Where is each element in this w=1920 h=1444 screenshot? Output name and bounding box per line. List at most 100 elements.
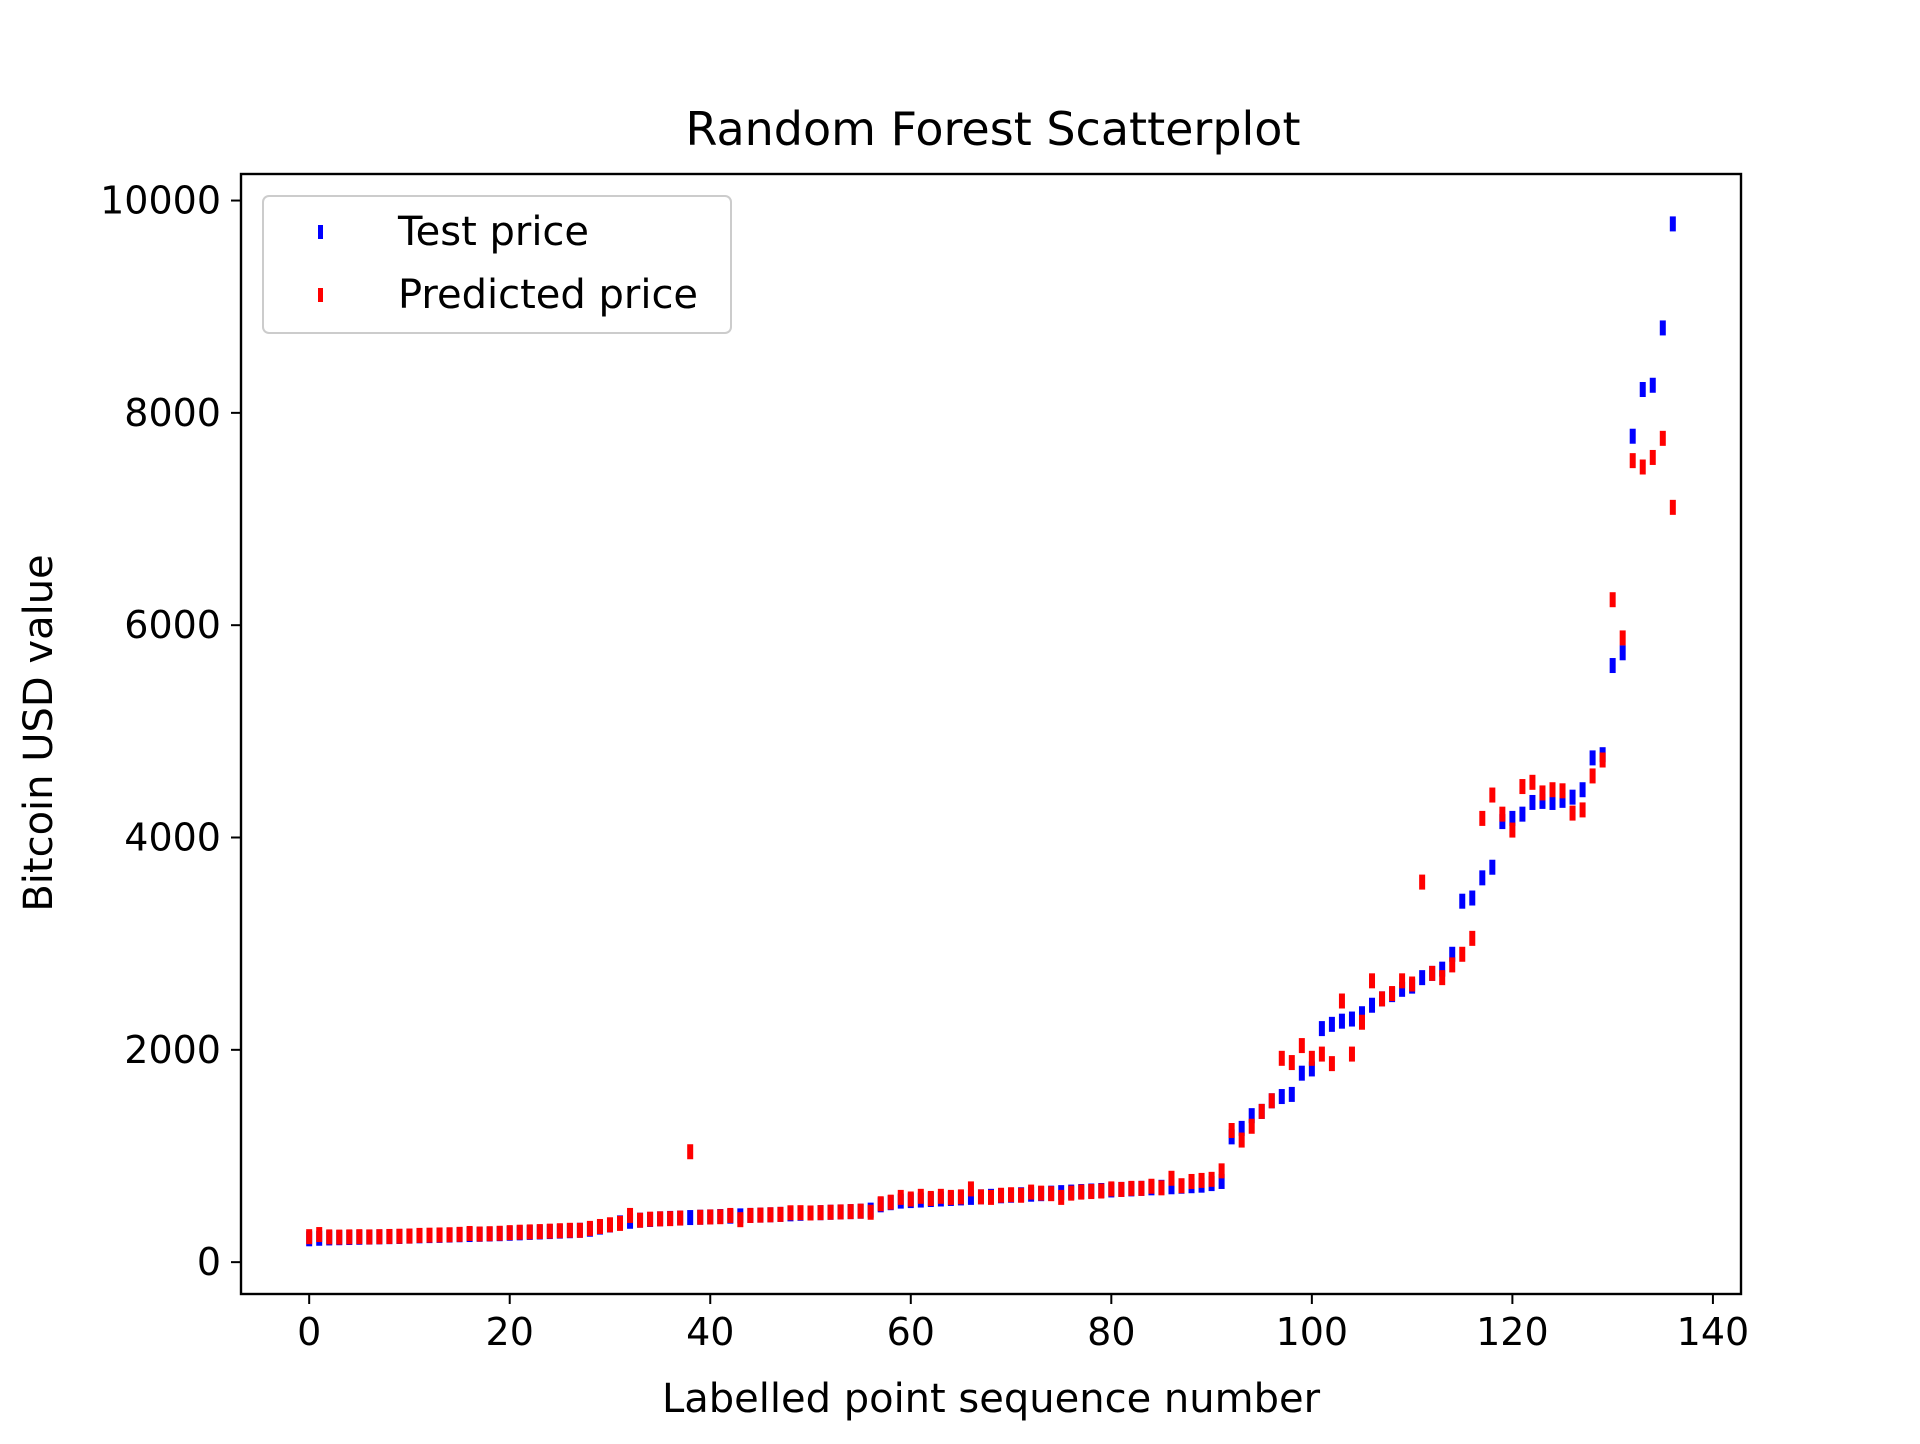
predicted-price-point — [1308, 1050, 1315, 1066]
predicted-price-point — [1328, 1056, 1335, 1072]
predicted-price-point — [1078, 1184, 1085, 1200]
predicted-price-point — [1409, 976, 1416, 992]
predicted-price-point — [927, 1190, 934, 1206]
predicted-price-point — [1369, 973, 1376, 989]
y-axis-label: Bitcoin USD value — [16, 554, 62, 911]
predicted-price-point — [1639, 459, 1646, 475]
predicted-price-point — [1148, 1178, 1155, 1194]
test-price-point — [687, 1210, 694, 1226]
predicted-price-point — [887, 1194, 894, 1210]
predicted-price-point — [1158, 1180, 1165, 1196]
predicted-price-point — [446, 1227, 453, 1243]
predicted-price-point — [837, 1204, 844, 1220]
predicted-price-point — [336, 1229, 343, 1245]
predicted-price-point — [516, 1224, 523, 1240]
test-price-point — [1569, 789, 1576, 805]
predicted-price-point — [356, 1229, 363, 1245]
legend-label-test-price: Test price — [397, 209, 589, 255]
predicted-price-point — [1439, 970, 1446, 986]
predicted-price-point — [1138, 1180, 1145, 1196]
test-price-point — [1649, 377, 1656, 393]
predicted-price-point — [617, 1215, 624, 1231]
test-price-point — [1479, 870, 1486, 886]
test-price-point — [1459, 893, 1466, 909]
predicted-price-point — [1198, 1172, 1205, 1188]
test-price-point — [1449, 946, 1456, 962]
x-tick-label: 20 — [486, 1310, 534, 1354]
predicted-price-point — [667, 1211, 674, 1227]
predicted-price-point — [807, 1205, 814, 1221]
predicted-price-point — [1228, 1123, 1235, 1139]
legend-marker-test-price — [318, 225, 323, 239]
predicted-price-point — [526, 1224, 533, 1240]
predicted-price-point — [376, 1229, 383, 1245]
y-tick-label: 8000 — [124, 391, 221, 435]
test-price-point — [1469, 890, 1476, 906]
predicted-price-point — [1389, 986, 1396, 1002]
predicted-price-point — [1288, 1055, 1295, 1071]
predicted-price-point — [1539, 785, 1546, 801]
test-price-point — [1419, 970, 1426, 986]
predicted-price-point — [1318, 1046, 1325, 1062]
predicted-price-point — [1489, 787, 1496, 803]
predicted-price-point — [897, 1189, 904, 1205]
x-tick-label: 60 — [887, 1310, 935, 1354]
x-tick-label: 100 — [1276, 1310, 1349, 1354]
predicted-price-point — [727, 1207, 734, 1223]
test-price-point — [1559, 792, 1566, 808]
test-price-point — [1539, 793, 1546, 809]
predicted-price-point — [1028, 1184, 1035, 1200]
test-price-point — [1248, 1108, 1255, 1124]
test-price-point — [1218, 1173, 1225, 1189]
predicted-price-point — [1669, 499, 1676, 515]
predicted-price-point — [486, 1226, 493, 1242]
test-price-point — [967, 1189, 974, 1205]
predicted-price-point — [797, 1205, 804, 1221]
test-price-point — [1298, 1065, 1305, 1081]
predicted-price-point — [1649, 449, 1656, 465]
predicted-price-point — [1298, 1038, 1305, 1054]
test-price-point — [1519, 806, 1526, 822]
predicted-price-point — [416, 1227, 423, 1243]
predicted-price-point — [947, 1189, 954, 1205]
predicted-price-point — [717, 1209, 724, 1225]
x-axis-label: Labelled point sequence number — [662, 1376, 1321, 1422]
predicted-price-point — [1629, 453, 1636, 469]
predicted-price-point — [627, 1207, 634, 1223]
predicted-price-point — [1098, 1183, 1105, 1199]
test-price-point — [1659, 320, 1666, 336]
predicted-price-point — [1479, 810, 1486, 826]
x-tick-label: 120 — [1476, 1310, 1549, 1354]
predicted-price-point — [998, 1187, 1005, 1203]
predicted-price-point — [436, 1227, 443, 1243]
predicted-price-point — [1348, 1046, 1355, 1062]
predicted-price-point — [687, 1144, 694, 1160]
y-tick-label: 4000 — [124, 816, 221, 860]
y-tick-label: 10000 — [100, 179, 221, 223]
predicted-price-point — [907, 1191, 914, 1207]
legend: Test price Predicted price — [262, 195, 732, 334]
predicted-price-point — [877, 1196, 884, 1212]
predicted-price-point — [917, 1188, 924, 1204]
predicted-price-point — [1449, 957, 1456, 973]
predicted-price-point — [647, 1211, 654, 1227]
predicted-price-point — [1499, 806, 1506, 822]
predicted-price-point — [967, 1181, 974, 1197]
test-price-point — [1439, 961, 1446, 977]
predicted-price-point — [1258, 1103, 1265, 1119]
x-tick-label: 0 — [297, 1310, 321, 1354]
predicted-price-point — [536, 1224, 543, 1240]
predicted-price-point — [1589, 768, 1596, 784]
x-tick-label: 80 — [1087, 1310, 1135, 1354]
chart-title: Random Forest Scatterplot — [686, 102, 1301, 156]
test-price-point — [1629, 428, 1636, 444]
predicted-price-point — [406, 1228, 413, 1244]
predicted-price-point — [546, 1223, 553, 1239]
predicted-price-point — [476, 1226, 483, 1242]
legend-label-predicted-price: Predicted price — [398, 272, 698, 318]
test-price-point — [1328, 1016, 1335, 1032]
test-price-point — [1489, 859, 1496, 875]
predicted-price-point — [1469, 930, 1476, 946]
predicted-price-point — [596, 1218, 603, 1234]
data-points — [306, 216, 1676, 1247]
